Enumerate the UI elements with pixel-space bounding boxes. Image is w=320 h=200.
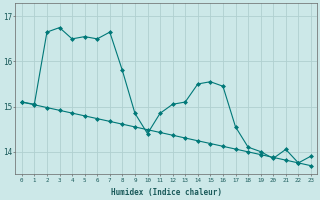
X-axis label: Humidex (Indice chaleur): Humidex (Indice chaleur) <box>111 188 222 197</box>
